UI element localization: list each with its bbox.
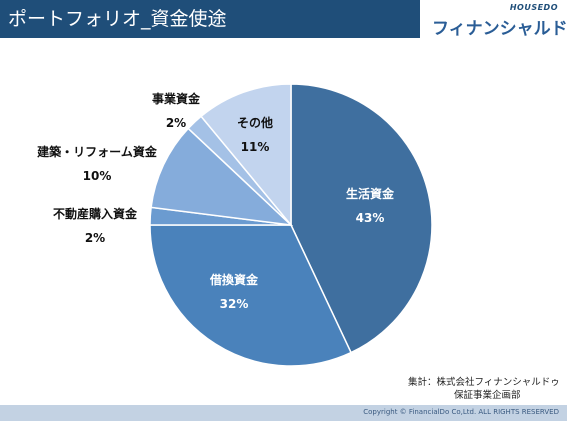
pie-slice-label-3: 建築・リフォーム資金 bbox=[36, 144, 158, 159]
pie-slice-label-2: 不動産購入資金 bbox=[53, 206, 138, 221]
pie-slice-value-3: 10% bbox=[83, 169, 112, 183]
logo-company-name: フィナンシャルドゥ bbox=[432, 19, 567, 39]
pie-slice-value-2: 2% bbox=[85, 231, 105, 245]
pie-slice-value-5: 11% bbox=[241, 140, 270, 154]
pie-slice-0 bbox=[290, 83, 433, 354]
pie-slice-value-0: 43% bbox=[356, 211, 385, 225]
pie-slice-label-1: 借換資金 bbox=[209, 272, 259, 287]
pie-slice-value-1: 32% bbox=[220, 297, 249, 311]
pie-slice-1 bbox=[149, 224, 353, 367]
logo-brand-text: HOUSEDO bbox=[509, 3, 558, 12]
source-note-line1: 集計：株式会社フィナンシャルドゥ bbox=[408, 377, 560, 388]
pie-slice-label-0: 生活資金 bbox=[346, 186, 395, 201]
pie-slice-label-5: その他 bbox=[237, 115, 273, 130]
page-title: ポートフォリオ_資金使途 bbox=[8, 8, 227, 30]
footer-bar: Copyright © FinancialDo Co,Ltd. ALL RIGH… bbox=[0, 405, 567, 421]
pie-slice-label-4: 事業資金 bbox=[152, 91, 201, 106]
source-note: 集計：株式会社フィナンシャルドゥ 保証事業企画部 bbox=[408, 376, 560, 402]
pie-slice-5 bbox=[200, 83, 292, 228]
header-bar: ポートフォリオ_資金使途 bbox=[0, 0, 420, 38]
pie-slice-value-4: 2% bbox=[166, 116, 186, 130]
pie-slice-3 bbox=[150, 127, 294, 227]
company-logo: HOUSEDO フィナンシャルドゥ bbox=[428, 3, 567, 39]
source-note-line2: 保証事業企画部 bbox=[454, 390, 521, 401]
copyright-text: Copyright © FinancialDo Co,Ltd. ALL RIGH… bbox=[363, 408, 559, 416]
